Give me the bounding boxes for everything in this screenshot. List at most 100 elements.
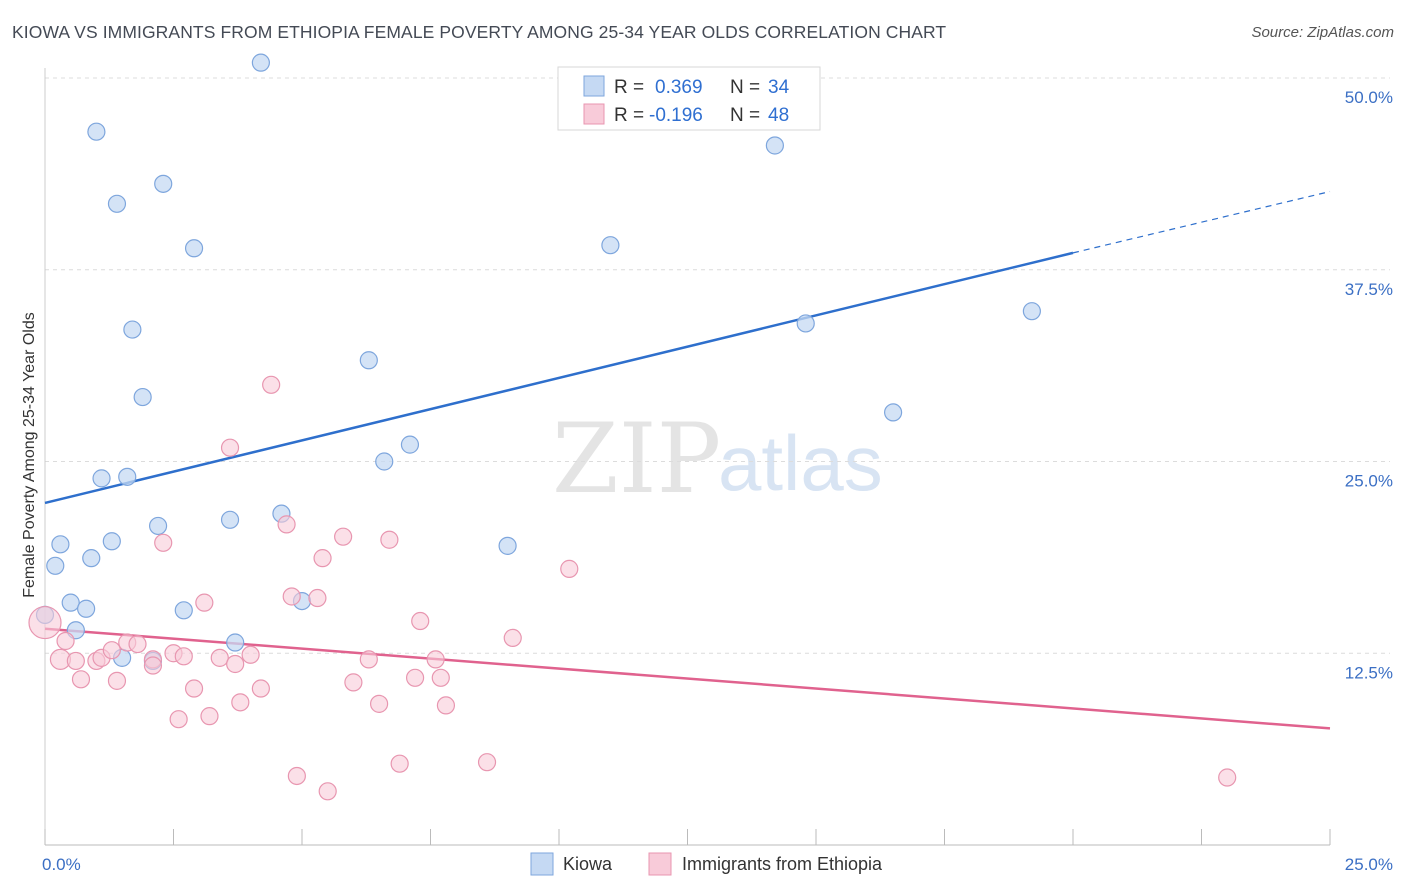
ethiopia-point-20 <box>210 648 229 667</box>
kiowa-point-14 <box>375 452 394 471</box>
ethiopia-point-36 <box>370 694 389 713</box>
ethiopia-point-13 <box>154 533 173 552</box>
kiowa-point-12 <box>883 403 903 422</box>
kiowa-point-9 <box>796 314 815 333</box>
kiowa-point-27 <box>174 601 193 620</box>
kiowa-trend-extension <box>1072 190 1331 254</box>
axes <box>44 68 1331 846</box>
kiowa-point-17 <box>148 516 168 536</box>
y-tick-labels: 12.5% 25.0% 37.5% 50.0% <box>1345 88 1393 682</box>
legend-n-value-ethiopia: 48 <box>768 105 789 126</box>
ethiopia-point-39 <box>405 668 425 687</box>
kiowa-point-1 <box>87 122 106 141</box>
y-tick-label-3: 50.0% <box>1345 88 1393 107</box>
ethiopia-point-29 <box>287 766 306 786</box>
ethiopia-point-26 <box>262 375 281 394</box>
kiowa-point-15 <box>92 469 111 488</box>
ethiopia-point-2 <box>66 651 85 671</box>
ethiopia-point-4 <box>71 670 91 689</box>
ethiopia-point-16 <box>174 647 193 666</box>
kiowa-point-21 <box>102 532 121 551</box>
bottom-legend-swatch-ethiopia <box>648 852 672 876</box>
source-label: Source: ZipAtlas.com <box>1251 24 1394 41</box>
kiowa-point-2 <box>765 136 784 155</box>
bottom-legend-swatch-kiowa <box>530 852 554 876</box>
watermark-zip: ZIP <box>552 403 721 515</box>
kiowa-point-6 <box>601 236 620 255</box>
ethiopia-point-17 <box>184 679 204 698</box>
kiowa-point-4 <box>107 194 127 213</box>
ethiopia-point-31 <box>313 549 332 568</box>
legend-r-label-kiowa: R = <box>614 77 644 98</box>
chart-title: KIOWA VS IMMIGRANTS FROM ETHIOPIA FEMALE… <box>12 22 947 42</box>
legend-swatch-kiowa <box>583 75 605 97</box>
y-axis-label: Female Poverty Among 25-34 Year Olds <box>21 312 38 598</box>
kiowa-point-31 <box>226 633 245 652</box>
kiowa-point-10 <box>359 351 378 370</box>
ethiopia-point-27 <box>277 515 296 534</box>
kiowa-point-22 <box>498 536 517 555</box>
ethiopia-point-43 <box>436 696 456 715</box>
trend-lines <box>44 190 1331 730</box>
ethiopia-point-46 <box>560 559 579 578</box>
ethiopia-point-35 <box>359 650 378 669</box>
legend-r-label-ethiopia: R = <box>614 105 644 126</box>
legend-swatch-ethiopia <box>583 103 605 125</box>
x-tick-label-1: 25.0% <box>1345 855 1393 874</box>
ethiopia-trend-line <box>44 627 1331 730</box>
series-legend: Kiowa Immigrants from Ethiopia <box>530 852 883 876</box>
ethiopia-point-7 <box>102 641 121 660</box>
bottom-legend-label-ethiopia: Immigrants from Ethiopia <box>682 854 883 874</box>
kiowa-point-24 <box>82 549 101 568</box>
ethiopia-point-24 <box>241 645 260 664</box>
kiowa-point-16 <box>118 467 137 486</box>
kiowa-point-0 <box>251 53 270 72</box>
y-tick-label-0: 12.5% <box>1345 663 1393 682</box>
kiowa-point-13 <box>400 435 420 454</box>
ethiopia-point-19 <box>200 707 219 726</box>
legend-r-value-ethiopia: -0.196 <box>649 105 703 126</box>
x-tick-label-0: 0.0% <box>42 855 81 874</box>
y-tick-label-1: 25.0% <box>1345 472 1393 491</box>
ethiopia-point-47 <box>1218 768 1237 787</box>
ethiopia-point-37 <box>380 530 399 549</box>
ethiopia-point-34 <box>344 673 363 692</box>
legend-n-label-ethiopia: N = <box>730 105 760 126</box>
legend-r-value-kiowa: 0.369 <box>655 77 703 98</box>
ethiopia-point-28 <box>282 587 301 606</box>
kiowa-point-18 <box>220 510 240 529</box>
ethiopia-point-18 <box>195 593 214 612</box>
legend-n-value-kiowa: 34 <box>768 77 790 98</box>
ethiopia-point-3 <box>56 631 75 651</box>
kiowa-point-7 <box>1022 302 1041 321</box>
kiowa-point-3 <box>154 174 173 193</box>
ethiopia-point-22 <box>226 654 245 674</box>
ethiopia-point-12 <box>143 656 163 675</box>
watermark-atlas: atlas <box>718 419 883 507</box>
ethiopia-point-15 <box>169 710 188 729</box>
ethiopia-point-23 <box>231 693 250 712</box>
kiowa-point-5 <box>184 239 204 258</box>
kiowa-trend-line <box>44 251 1074 505</box>
ethiopia-point-42 <box>431 668 450 687</box>
kiowa-point-11 <box>133 387 152 407</box>
ethiopia-point-44 <box>477 753 497 772</box>
kiowa-point-23 <box>46 556 65 575</box>
ethiopia-point-41 <box>426 650 445 669</box>
ethiopia-point-0 <box>28 605 62 640</box>
grid-lines <box>45 77 1390 654</box>
kiowa-points <box>35 53 1041 671</box>
legend-n-label-kiowa: N = <box>730 77 760 98</box>
ethiopia-point-32 <box>318 782 337 801</box>
ethiopia-point-10 <box>128 634 147 654</box>
kiowa-point-8 <box>123 320 142 339</box>
ethiopia-point-25 <box>251 679 270 698</box>
ethiopia-point-40 <box>411 611 430 631</box>
y-tick-label-2: 37.5% <box>1345 280 1393 299</box>
ethiopia-point-8 <box>107 671 127 690</box>
bottom-legend-label-kiowa: Kiowa <box>563 854 613 874</box>
kiowa-point-25 <box>61 593 80 612</box>
kiowa-point-26 <box>77 599 96 618</box>
ethiopia-point-45 <box>503 628 522 648</box>
